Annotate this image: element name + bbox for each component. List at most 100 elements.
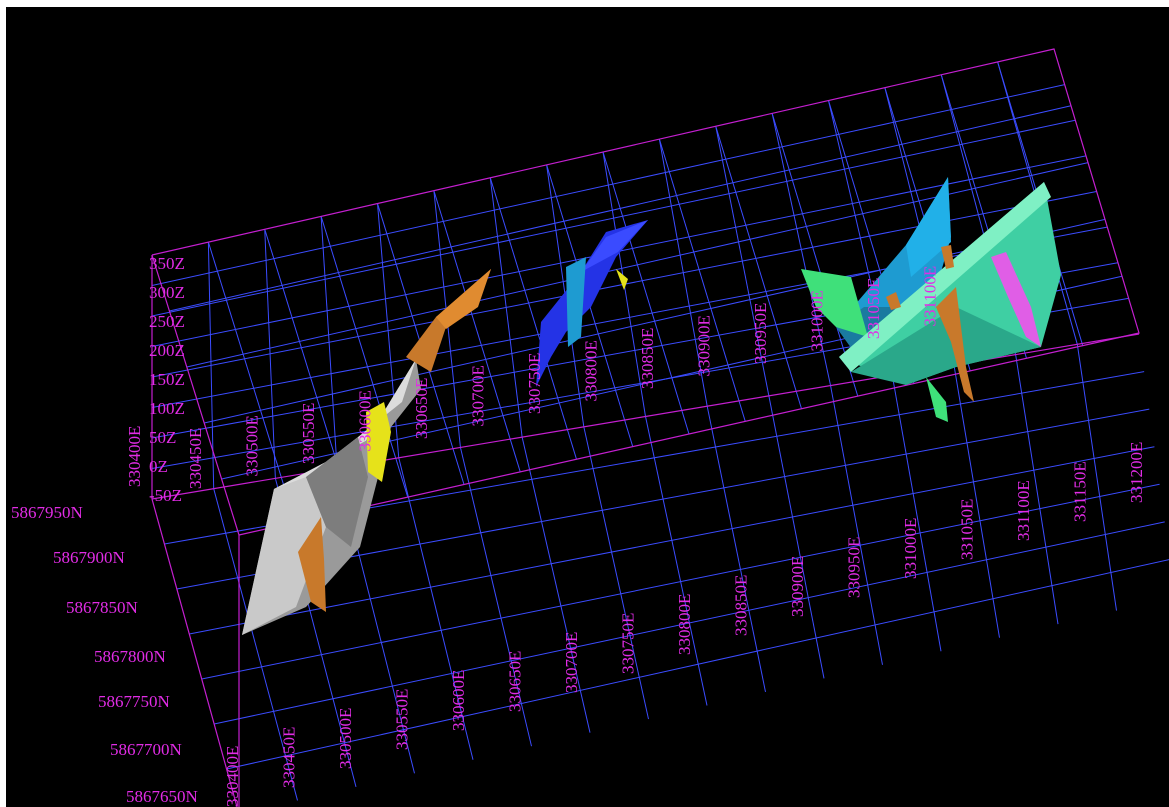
orange-vein-right bbox=[936, 287, 974, 402]
z-label: -50Z bbox=[149, 486, 182, 505]
orange-vein-right-small2 bbox=[886, 292, 901, 310]
front-easting-label: 330700E bbox=[562, 632, 581, 693]
back-easting-label: 330700E bbox=[469, 365, 488, 426]
floor-grid-line bbox=[830, 385, 883, 665]
northing-label: 5867850N bbox=[66, 598, 138, 617]
teal-vein-edge bbox=[839, 182, 1051, 372]
box-top-face bbox=[151, 48, 1140, 536]
back-easting-label: 330950E bbox=[751, 303, 770, 364]
blue-vein-top bbox=[581, 220, 648, 272]
front-easting-label: 330950E bbox=[845, 537, 864, 598]
floor-grid-line bbox=[583, 426, 649, 720]
back-wall-grid-line bbox=[320, 216, 338, 469]
front-easting-label: 331050E bbox=[958, 499, 977, 560]
white-grey-vein-shade bbox=[306, 437, 368, 547]
floor-grid-line bbox=[213, 488, 298, 801]
floor-grid-line bbox=[706, 406, 766, 693]
orange-vein-upper-face bbox=[436, 269, 491, 329]
back-wall-grid-line bbox=[658, 139, 708, 407]
front-easting-label: 330450E bbox=[280, 727, 299, 788]
green-vein bbox=[801, 269, 868, 337]
floor-grid-line bbox=[459, 447, 532, 747]
z-label: 150Z bbox=[149, 370, 185, 389]
back-easting-label: 331000E bbox=[808, 290, 827, 351]
z-label: 0Z bbox=[149, 457, 168, 476]
front-easting-label: 330800E bbox=[675, 594, 694, 655]
northing-label: 5867900N bbox=[53, 548, 125, 567]
top-grid-line bbox=[433, 190, 521, 473]
front-easting-label: 330850E bbox=[732, 575, 751, 636]
top-grid-line bbox=[771, 113, 859, 397]
z-label: 350Z bbox=[149, 254, 185, 273]
yellow-vein-small bbox=[616, 269, 628, 290]
back-easting-label: 330600E bbox=[356, 390, 375, 451]
floor-grid-line bbox=[1076, 344, 1117, 611]
floor-grid-line bbox=[398, 457, 474, 760]
cyan-vein-small bbox=[566, 257, 586, 347]
floor-grid-line bbox=[1015, 354, 1059, 625]
back-easting-label: 330800E bbox=[582, 340, 601, 401]
back-easting-label: 330500E bbox=[243, 415, 262, 476]
top-grid-line bbox=[320, 216, 409, 498]
back-easting-label: 331050E bbox=[864, 278, 883, 339]
front-easting-label: 330650E bbox=[506, 651, 525, 712]
z-label: 200Z bbox=[149, 341, 185, 360]
northing-label: 5867650N bbox=[126, 787, 198, 806]
back-easting-label: 330450E bbox=[186, 428, 205, 489]
cyan-vein-face bbox=[906, 177, 951, 277]
front-easting-label: 331150E bbox=[1071, 461, 1090, 522]
floor-grid-line bbox=[189, 446, 1155, 635]
floor-grid-line bbox=[953, 364, 1000, 638]
teal-vein-shade bbox=[851, 307, 1041, 385]
northing-label: 5867800N bbox=[94, 647, 166, 666]
white-grey-vein-face bbox=[242, 477, 326, 635]
back-easting-label: 331100E bbox=[921, 266, 940, 327]
floor-grid-line bbox=[214, 521, 1165, 725]
z-label: 50Z bbox=[149, 428, 176, 447]
top-grid-line bbox=[207, 241, 296, 523]
orange-vein-right-small bbox=[941, 245, 954, 269]
top-grid-line bbox=[204, 218, 1106, 424]
top-grid-line bbox=[658, 138, 746, 422]
front-easting-label: 330900E bbox=[788, 556, 807, 617]
z-label: 100Z bbox=[149, 399, 185, 418]
z-label: 300Z bbox=[149, 283, 185, 302]
front-easting-label: 331100E bbox=[1014, 480, 1033, 541]
top-grid-line bbox=[602, 151, 690, 435]
front-easting-label: 331200E bbox=[1127, 442, 1146, 503]
back-easting-label: 330550E bbox=[299, 403, 318, 464]
floor-grid-line bbox=[201, 483, 1160, 680]
back-easting-label: 330900E bbox=[695, 315, 714, 376]
floor-grid-line bbox=[768, 395, 825, 679]
back-easting-label: 330650E bbox=[412, 378, 431, 439]
z-label: 250Z bbox=[149, 312, 185, 331]
floor-grid-line bbox=[521, 437, 591, 733]
top-grid-line bbox=[715, 126, 802, 409]
scene-svg: 350Z 300Z 250Z 200Z 150Z 100Z 50Z 0Z -50Z 330400E… bbox=[11, 48, 1169, 807]
geo-bodies[interactable] bbox=[242, 177, 1061, 635]
back-wall-grid-line bbox=[207, 242, 215, 489]
floor-grid-line bbox=[645, 416, 708, 706]
yellow-vein bbox=[366, 402, 391, 482]
blue-vein bbox=[536, 220, 648, 387]
northing-label: 5867750N bbox=[98, 692, 170, 711]
top-grid-line bbox=[169, 105, 1072, 312]
back-wall-grid-line bbox=[715, 126, 770, 396]
back-wall-grid-line bbox=[489, 177, 523, 438]
front-easting-label: 330400E bbox=[223, 746, 242, 807]
front-easting-label: 330750E bbox=[619, 613, 638, 674]
pink-vein bbox=[991, 252, 1041, 347]
front-easting-label: 330600E bbox=[449, 670, 468, 731]
floor-grid-line bbox=[226, 559, 1169, 770]
back-wall-grid-line bbox=[264, 229, 276, 479]
back-easting-label: 330850E bbox=[638, 328, 657, 389]
front-easting-label: 330500E bbox=[336, 708, 355, 769]
green-vein-lower bbox=[926, 377, 948, 422]
northing-label: 5867950N bbox=[11, 503, 83, 522]
box-edge-left-front bbox=[151, 498, 238, 807]
northing-label: 5867700N bbox=[110, 740, 182, 759]
top-grid-line bbox=[489, 177, 577, 460]
back-north-label: 330400E bbox=[125, 426, 144, 487]
front-easting-label: 330550E bbox=[393, 689, 412, 750]
